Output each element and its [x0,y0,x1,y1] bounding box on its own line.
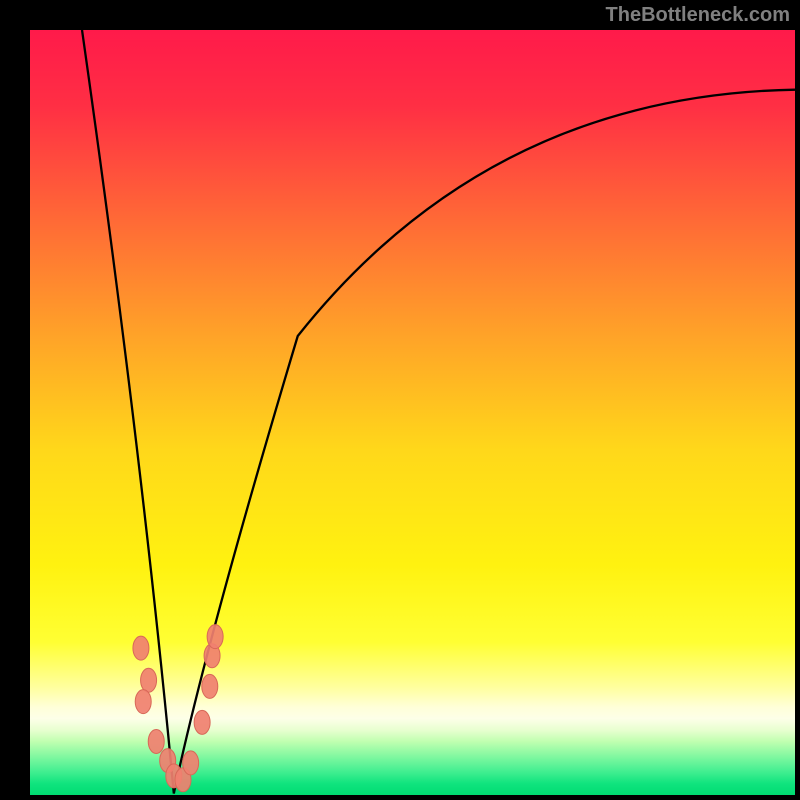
data-point [141,668,157,692]
watermark-text: TheBottleneck.com [606,4,790,27]
plot-area [30,30,795,795]
bottleneck-curve [82,30,795,793]
data-point [207,625,223,649]
data-point [133,636,149,660]
data-points-group [133,625,223,792]
chart-container: TheBottleneck.com [0,0,800,800]
curve-overlay [30,30,795,795]
data-point [202,674,218,698]
data-point [135,690,151,714]
data-point [148,729,164,753]
data-point [194,710,210,734]
data-point [183,751,199,775]
